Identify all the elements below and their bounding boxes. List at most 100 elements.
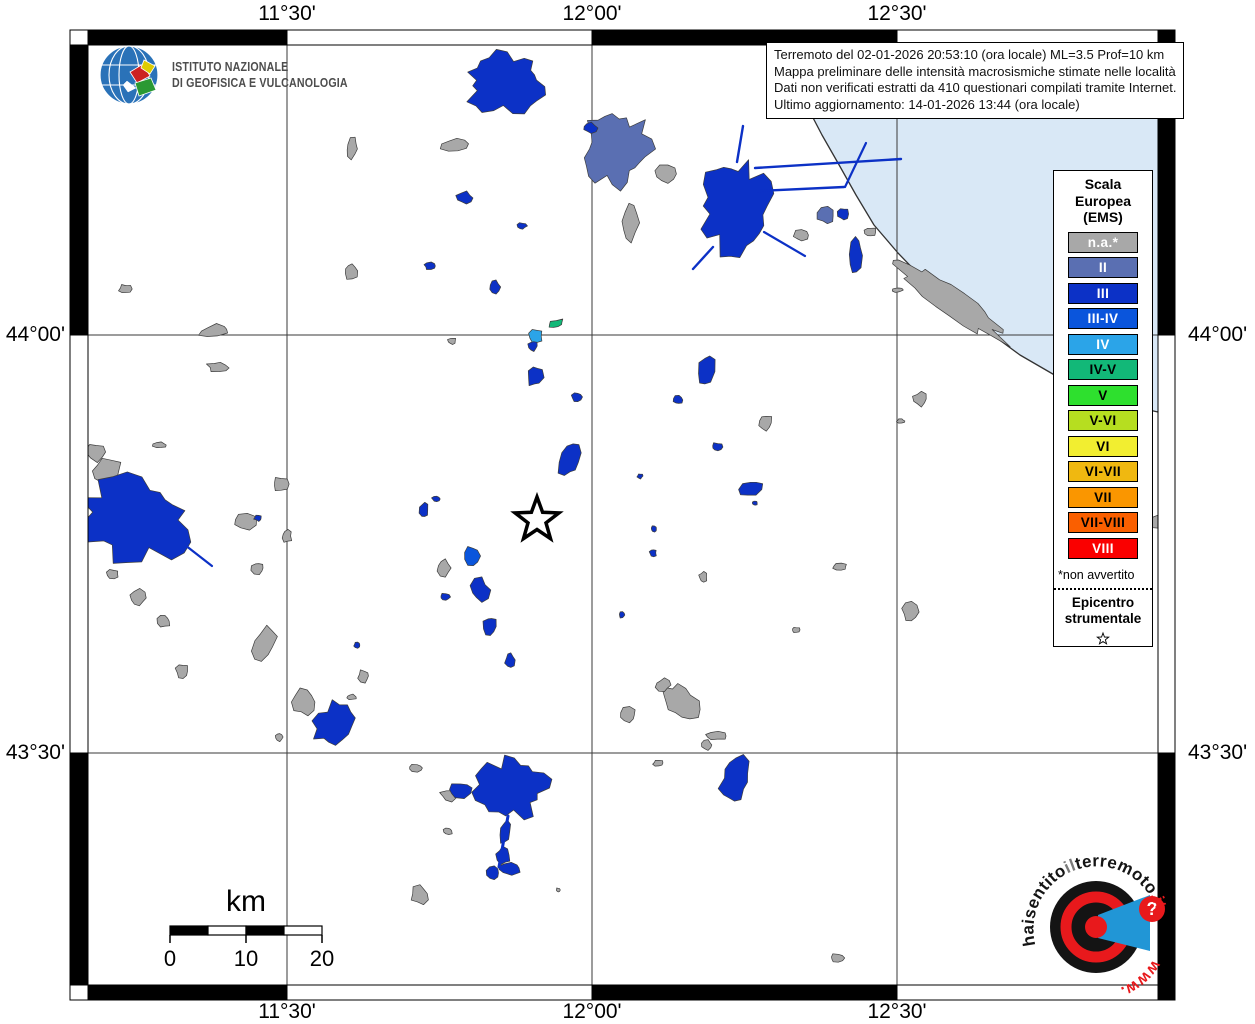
legend-entries: n.a.* II III III-IV IV IV-V V V-VI VI VI-VII VII VI… xyxy=(1054,230,1152,562)
locality-III-45 xyxy=(752,500,758,506)
locality-III-53 xyxy=(619,611,626,619)
axis-label-left-1: 43°30' xyxy=(5,741,65,764)
locality-III-47 xyxy=(650,525,657,533)
locality-na-23 xyxy=(892,259,1011,348)
legend-entry-label: IV xyxy=(1096,336,1110,352)
locality-na-1 xyxy=(198,323,228,337)
locality-III-84 xyxy=(485,865,499,881)
locality-na-42 xyxy=(758,416,773,432)
locality-III-32 xyxy=(431,495,441,503)
axis-label-top-1: 12°00' xyxy=(562,2,622,25)
locality-na-6 xyxy=(447,338,456,345)
locality-II-18 xyxy=(816,205,834,225)
locality-III-10 xyxy=(489,279,502,295)
locality-III-30 xyxy=(570,392,583,402)
legend-entry-label: VI xyxy=(1096,438,1110,454)
legend-entry-n.a.: n.a.* xyxy=(1068,231,1138,253)
locality-III-40 xyxy=(698,355,716,385)
logo-text-www: www. xyxy=(1118,957,1165,1001)
legend-title-line1: Scala xyxy=(1084,176,1122,192)
logo-question-mark: ? xyxy=(1147,899,1158,919)
locality-III-44 xyxy=(738,481,764,496)
locality-III-8 xyxy=(455,190,474,205)
locality-III-79 xyxy=(471,754,553,821)
locality-na-89 xyxy=(654,677,672,692)
legend-entry-iiiiv: III-IV xyxy=(1068,308,1138,330)
frame-top-seg xyxy=(87,29,288,46)
axis-label-bottom-2: 12°30' xyxy=(867,1000,927,1023)
legend-epicenter-line2: strumentale xyxy=(1064,611,1142,626)
locality-road-0 xyxy=(753,157,903,170)
locality-na-55 xyxy=(88,444,106,463)
legend-epicenter-line1: Epicentro xyxy=(1071,595,1135,610)
locality-IV-V-26 xyxy=(548,318,564,328)
legend-entry-label: III-IV xyxy=(1087,311,1119,327)
locality-III-86 xyxy=(717,754,750,802)
axis-label-right-0: 44°00' xyxy=(1188,323,1248,346)
locality-road-1 xyxy=(755,185,846,193)
frame-bottom-seg xyxy=(286,984,593,1001)
legend-entry-vii: VII xyxy=(1068,486,1138,508)
axis-label-right-1: 43°30' xyxy=(1188,741,1248,764)
locality-na-51 xyxy=(901,601,920,622)
locality-II-12 xyxy=(583,113,656,192)
locality-III-38 xyxy=(440,593,451,601)
locality-na-21 xyxy=(891,287,904,293)
locality-na-2 xyxy=(206,361,230,372)
locality-na-57 xyxy=(152,441,167,448)
locality-na-59 xyxy=(234,513,257,531)
scale-bar-segment xyxy=(207,925,247,936)
locality-road-4 xyxy=(691,245,715,271)
locality-na-61 xyxy=(274,477,290,492)
frame-corner-tl xyxy=(69,29,89,46)
haisentitoilterremoto-logo-svg: ? haisentitoilterremoto.it www. xyxy=(1018,851,1170,1001)
locality-III-36 xyxy=(469,576,492,603)
locality-na-75 xyxy=(409,763,423,773)
legend-title-line2: Europea xyxy=(1074,192,1131,209)
locality-road-2 xyxy=(843,141,868,189)
locality-na-74 xyxy=(274,733,284,743)
frame-corner-br xyxy=(1157,984,1176,1001)
legend-entry-label: VIII xyxy=(1092,540,1114,556)
locality-III-28 xyxy=(527,341,538,352)
axis-label-bottom-0: 11°30' xyxy=(258,1000,316,1023)
locality-na-77 xyxy=(442,827,453,835)
locality-na-88 xyxy=(661,683,701,720)
locality-na-22 xyxy=(863,227,876,237)
legend-title: Scala Europea (EMS) xyxy=(1075,176,1131,226)
legend-entry-vi: VI xyxy=(1068,435,1138,457)
locality-na-63 xyxy=(250,563,264,576)
haisentitoilterremoto-logo: ? haisentitoilterremoto.it www. xyxy=(1018,845,1178,1005)
locality-na-25 xyxy=(896,418,906,424)
locality-na-14 xyxy=(654,164,677,184)
logo-megaphone-icon xyxy=(1098,895,1150,951)
locality-na-65 xyxy=(129,588,147,607)
locality-III-70 xyxy=(311,699,356,746)
scale-bar-tick-label: 20 xyxy=(310,946,334,971)
axis-label-top-0: 11°30' xyxy=(258,2,316,25)
locality-na-91 xyxy=(705,730,727,740)
frame-left-seg xyxy=(69,752,89,986)
locality-IV-27 xyxy=(528,329,543,343)
legend-entry-viii: VIII xyxy=(1068,537,1138,559)
locality-III-11 xyxy=(466,49,546,115)
epicenter-star-icon xyxy=(1096,631,1110,645)
legend-divider xyxy=(1054,588,1152,590)
scale-bar-title: km xyxy=(226,885,266,918)
locality-na-64 xyxy=(106,569,119,580)
locality-na-17 xyxy=(792,229,809,242)
ingv-title-line2: DI GEOFISICA E VULCANOLOGIA xyxy=(172,75,348,90)
globe-plate-green xyxy=(134,77,157,97)
locality-na-62 xyxy=(281,529,293,543)
axis-label-bottom-1: 12°00' xyxy=(562,1000,622,1023)
locality-III-31 xyxy=(557,443,582,476)
legend-entry-vivii: VI-VII xyxy=(1068,461,1138,483)
locality-na-52 xyxy=(792,626,801,634)
scale-bar-tick-label: 10 xyxy=(234,946,258,971)
locality-na-73 xyxy=(346,693,357,700)
scale-bar-segment xyxy=(283,925,323,936)
frame-left-seg xyxy=(69,44,89,336)
info-line-updated: Ultimo aggiornamento: 14-01-2026 13:44 (… xyxy=(774,96,1080,112)
legend-entry-label: IV-V xyxy=(1089,362,1117,378)
